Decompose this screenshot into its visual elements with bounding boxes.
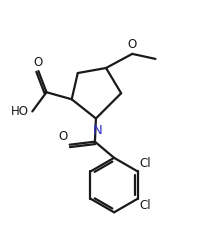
Text: N: N bbox=[93, 124, 102, 137]
Text: Cl: Cl bbox=[140, 158, 151, 171]
Text: O: O bbox=[58, 130, 67, 143]
Text: HO: HO bbox=[11, 105, 29, 118]
Text: O: O bbox=[128, 38, 137, 51]
Text: O: O bbox=[33, 56, 42, 69]
Text: Cl: Cl bbox=[140, 199, 151, 212]
